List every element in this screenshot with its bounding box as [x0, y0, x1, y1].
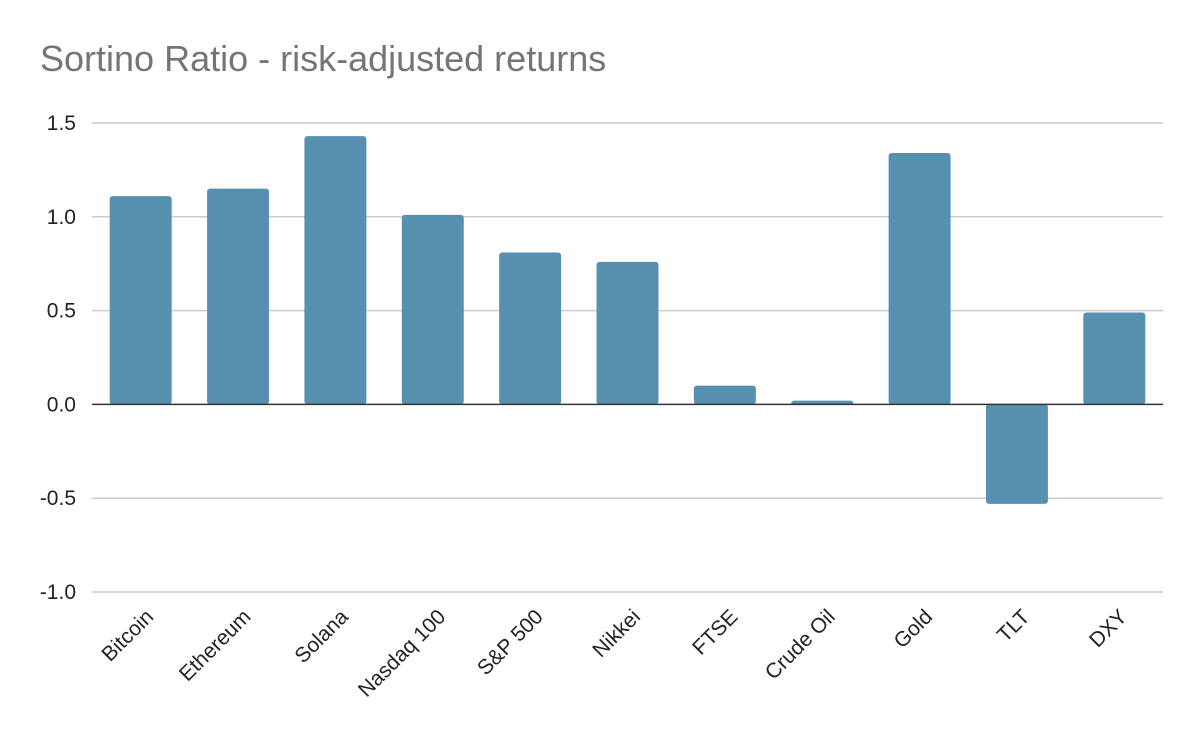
y-tick-label: -1.0	[40, 581, 76, 604]
x-tick-label: Ethereum	[175, 605, 256, 686]
bar	[109, 196, 172, 405]
bar	[401, 214, 464, 405]
bar	[888, 153, 951, 405]
bar	[1083, 312, 1146, 405]
bar	[791, 400, 854, 405]
bar	[596, 261, 659, 405]
y-tick-label: 1.0	[47, 206, 76, 229]
x-tick-label: Gold	[889, 605, 937, 653]
y-tick-label: -0.5	[40, 487, 76, 510]
x-tick-label: Bitcoin	[97, 605, 158, 666]
x-tick-label: Nikkei	[588, 605, 645, 662]
x-tick-label: Crude Oil	[761, 605, 840, 684]
bar	[985, 404, 1048, 504]
y-tick-label: 1.5	[47, 112, 76, 135]
y-tick-label: 0.5	[47, 300, 76, 323]
x-tick-label: S&P 500	[473, 605, 548, 680]
bar	[207, 188, 270, 405]
x-tick-label: Nasdaq 100	[354, 605, 450, 701]
x-tick-label: DXY	[1085, 605, 1132, 652]
x-tick-label: FTSE	[688, 605, 742, 659]
x-tick-label: Solana	[290, 605, 353, 668]
bar	[693, 385, 756, 405]
bar	[499, 252, 562, 405]
bar	[304, 136, 367, 405]
x-tick-label: TLT	[993, 605, 1035, 647]
bars	[109, 136, 1146, 504]
y-tick-label: 0.0	[47, 393, 76, 416]
x-axis-labels: Bitcoin Ethereum Solana Nasdaq 100 S&P 500 Ni…	[97, 605, 1131, 702]
chart-title: Sortino Ratio - risk-adjusted returns	[40, 38, 607, 79]
y-axis-ticks: 1.5 1.0 0.5 0.0 -0.5 -1.0	[40, 112, 76, 604]
